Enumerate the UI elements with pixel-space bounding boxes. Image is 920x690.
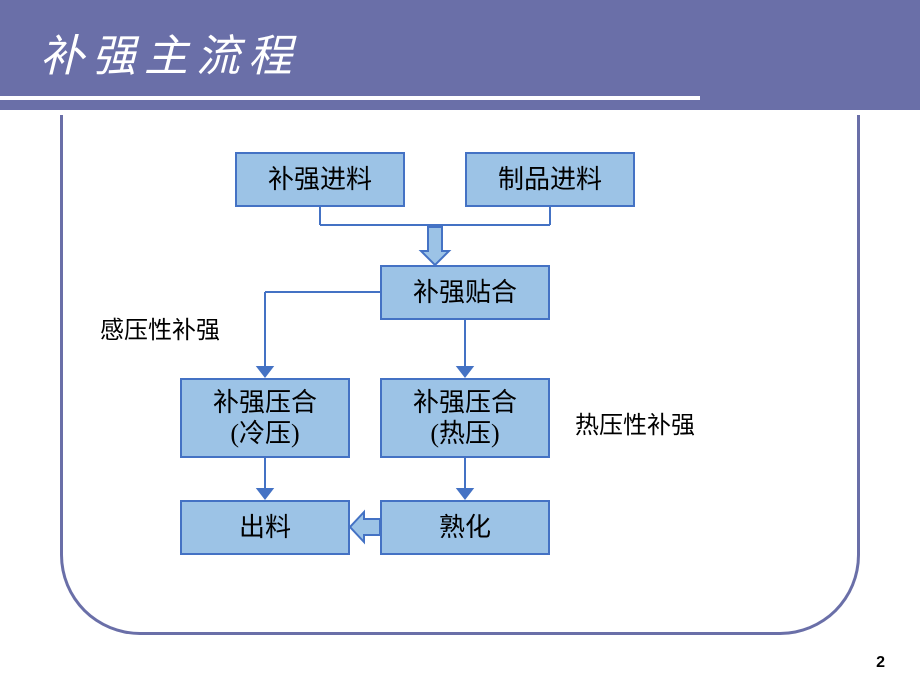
node-text: 补强贴合 [413,277,517,308]
node-reinforce-feed: 补强进料 [235,152,405,207]
node-hot-press: 补强压合 (热压) [380,378,550,458]
node-text: 制品进料 [498,164,602,195]
node-text: 熟化 [439,512,491,543]
node-product-feed: 制品进料 [465,152,635,207]
header-underline [0,96,700,100]
node-output: 出料 [180,500,350,555]
slide-header: 补强主流程 [0,0,920,110]
slide-title: 补强主流程 [40,20,920,84]
node-text: (冷压) [230,418,299,449]
node-cold-press: 补强压合 (冷压) [180,378,350,458]
node-lamination: 补强贴合 [380,265,550,320]
label-heat-press: 热压性补强 [575,405,695,440]
node-curing: 熟化 [380,500,550,555]
page-number: 2 [876,654,885,672]
content-frame [60,115,860,635]
node-text: (热压) [430,418,499,449]
node-text: 出料 [239,512,291,543]
node-text: 补强压合 [413,387,517,418]
node-text: 补强进料 [268,164,372,195]
node-text: 补强压合 [213,387,317,418]
label-pressure-sensitive: 感压性补强 [100,310,220,345]
